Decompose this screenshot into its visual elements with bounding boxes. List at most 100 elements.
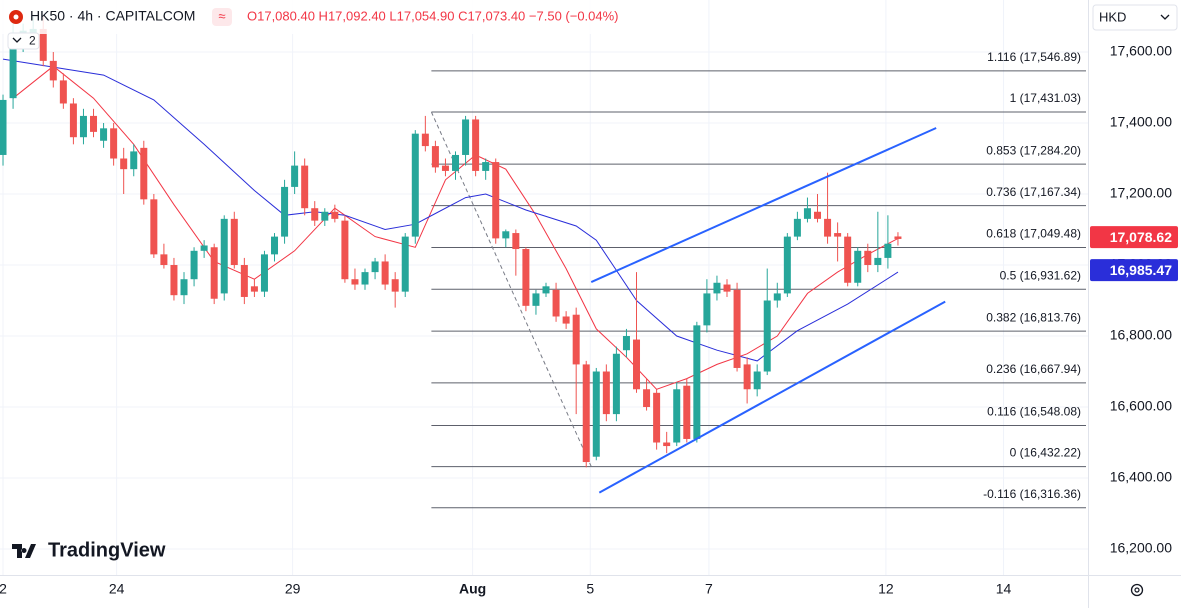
indicator-glyph: ≈ — [218, 8, 225, 23]
fib-label: 0.5 (16,931.62) — [1000, 268, 1081, 282]
candle-body — [693, 325, 701, 439]
candle-body — [713, 282, 721, 294]
candle-body — [291, 165, 299, 187]
indicators-toggle[interactable] — [7, 32, 40, 50]
trend-line — [598, 300, 946, 494]
candle-body — [552, 289, 560, 317]
candle-body — [110, 128, 118, 159]
candle-body — [452, 154, 460, 171]
candle-body — [281, 186, 289, 237]
candle-body — [633, 339, 641, 390]
candle-body — [321, 211, 329, 221]
candle-body — [260, 254, 268, 292]
y-tick-label: 16,200.00 — [1110, 540, 1172, 556]
x-tick-label: 12 — [878, 581, 894, 597]
settings-hub — [1134, 587, 1140, 593]
symbol-flag-flower — [13, 14, 19, 20]
candle-body — [814, 211, 822, 219]
candle-body — [793, 218, 801, 237]
currency-chevron — [1160, 14, 1170, 20]
candle-body — [492, 162, 500, 239]
candle-body — [120, 158, 128, 170]
settings-ring — [1130, 583, 1144, 597]
candle-body — [210, 247, 218, 299]
candle-body — [643, 389, 651, 408]
candle-body — [763, 300, 771, 372]
candle-body — [230, 218, 238, 266]
candle-body — [411, 133, 419, 237]
candle-body — [592, 371, 600, 457]
y-tick-label: 16,400.00 — [1110, 469, 1172, 485]
price-tag — [1090, 259, 1178, 282]
tradingview-logo: TradingView — [12, 539, 166, 561]
y-tick-label: 17,200.00 — [1110, 185, 1172, 201]
header-bg — [0, 0, 640, 34]
candle-body — [512, 233, 520, 250]
candle-body — [0, 99, 7, 155]
candle-body — [39, 28, 47, 61]
candle-body — [522, 249, 530, 306]
fib-label: 0.853 (17,284.20) — [986, 143, 1081, 157]
fib-label: 0.736 (17,167.34) — [986, 185, 1081, 199]
fib-label: 1.116 (17,546.89) — [987, 50, 1081, 64]
x-tick-label: Aug — [459, 581, 486, 597]
fib-label: 0.236 (16,667.94) — [986, 362, 1081, 376]
candle-body — [743, 364, 751, 390]
candle-body — [401, 236, 409, 292]
x-tick-label: 5 — [586, 581, 594, 597]
candle-body — [622, 336, 630, 351]
trend-line — [590, 127, 937, 283]
candle-body — [874, 257, 882, 266]
candle-body — [854, 250, 862, 283]
candle-body — [441, 165, 449, 171]
candle-body — [180, 279, 188, 296]
candle-body — [673, 389, 681, 443]
candle-body — [150, 199, 158, 255]
candle-body — [502, 231, 510, 239]
moving-average — [2, 58, 899, 362]
chevron-icon — [12, 37, 22, 43]
candle-body — [834, 233, 842, 237]
settings-icon[interactable] — [1130, 583, 1144, 597]
currency-select[interactable] — [1092, 4, 1178, 31]
candle-body — [140, 147, 148, 200]
y-tick-label: 16,800.00 — [1110, 327, 1172, 343]
candle-body — [582, 364, 590, 463]
fib-label: 0 (16,432.22) — [1010, 446, 1081, 460]
candle-body — [663, 442, 671, 447]
candle-body — [884, 243, 892, 258]
candle-body — [733, 289, 741, 368]
candle-body — [361, 272, 369, 285]
candle-body — [391, 279, 399, 292]
currency-label: HKD — [1099, 9, 1126, 24]
candle-body — [301, 165, 309, 209]
y-tick-label: 17,600.00 — [1110, 43, 1172, 59]
candle-body — [532, 293, 540, 306]
candle-body — [612, 353, 620, 415]
candle-body — [803, 208, 811, 219]
candle-body — [542, 286, 550, 294]
candle-body — [653, 392, 661, 443]
candle-body — [160, 254, 168, 266]
candle-body — [79, 115, 87, 138]
candle-body — [170, 265, 178, 296]
candle-body — [100, 128, 108, 141]
x-tick-label: 7 — [705, 581, 713, 597]
logo-mark — [12, 544, 36, 558]
candle-body — [240, 265, 248, 297]
y-tick-label: 17,400.00 — [1110, 114, 1172, 130]
x-tick-label: 2 — [0, 581, 7, 597]
candle-body — [421, 133, 429, 147]
fib-anchor — [430, 111, 592, 467]
fib-label: 0.116 (16,548.08) — [987, 405, 1081, 419]
candle-body — [49, 60, 57, 81]
x-tick-label: 14 — [996, 581, 1012, 597]
candle-body — [572, 314, 580, 365]
candle-body — [602, 371, 610, 415]
candle-body — [130, 151, 138, 170]
indicator-icon[interactable] — [212, 8, 232, 26]
fib-label: -0.116 (16,316.36) — [983, 487, 1081, 501]
candle-body — [753, 371, 761, 390]
candle-body — [351, 279, 359, 285]
